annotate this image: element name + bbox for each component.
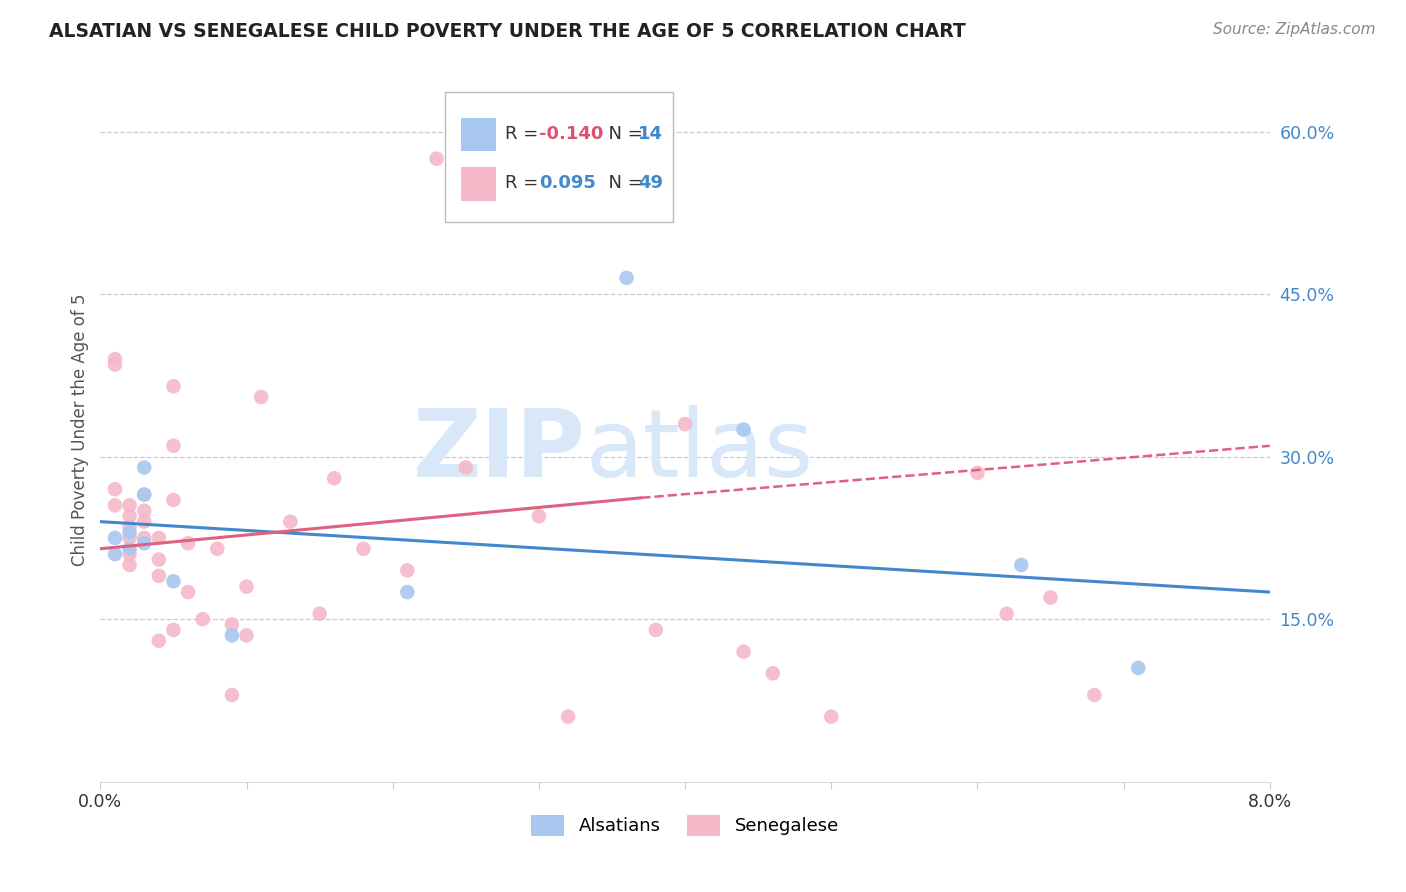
Point: [134, 487, 156, 501]
Legend: Alsatians, Senegalese: Alsatians, Senegalese: [524, 808, 846, 843]
Point: [426, 152, 449, 166]
Point: [104, 482, 127, 496]
Y-axis label: Child Poverty Under the Age of 5: Child Poverty Under the Age of 5: [72, 293, 89, 566]
Point: [134, 504, 156, 518]
Point: [733, 645, 755, 659]
Point: [820, 709, 842, 723]
Text: 14: 14: [638, 125, 664, 143]
Point: [235, 580, 257, 594]
Point: [134, 515, 156, 529]
Point: [1010, 558, 1032, 572]
FancyBboxPatch shape: [461, 118, 496, 152]
Text: atlas: atlas: [586, 405, 814, 497]
Point: [118, 499, 141, 513]
FancyBboxPatch shape: [446, 92, 673, 222]
Point: [733, 423, 755, 437]
Point: [134, 536, 156, 550]
Point: [118, 531, 141, 545]
Point: [104, 358, 127, 372]
Point: [616, 271, 638, 285]
Point: [557, 709, 579, 723]
Point: [118, 558, 141, 572]
Point: [308, 607, 330, 621]
Point: [118, 541, 141, 556]
Point: [148, 633, 170, 648]
Point: [118, 547, 141, 561]
Text: ALSATIAN VS SENEGALESE CHILD POVERTY UNDER THE AGE OF 5 CORRELATION CHART: ALSATIAN VS SENEGALESE CHILD POVERTY UND…: [49, 22, 966, 41]
Point: [527, 509, 550, 524]
Text: 0.095: 0.095: [538, 174, 596, 192]
Point: [148, 552, 170, 566]
Point: [162, 493, 184, 508]
Point: [966, 466, 988, 480]
Text: R =: R =: [505, 125, 544, 143]
Point: [134, 487, 156, 501]
Point: [104, 499, 127, 513]
Text: Source: ZipAtlas.com: Source: ZipAtlas.com: [1212, 22, 1375, 37]
Point: [673, 417, 696, 431]
Point: [762, 666, 785, 681]
Point: [162, 623, 184, 637]
Point: [118, 520, 141, 534]
Point: [396, 563, 419, 577]
Point: [235, 628, 257, 642]
Point: [191, 612, 214, 626]
Point: [177, 536, 200, 550]
Point: [134, 531, 156, 545]
Point: [644, 623, 666, 637]
Text: N =: N =: [598, 174, 648, 192]
Point: [1128, 661, 1150, 675]
Point: [118, 525, 141, 540]
Point: [396, 585, 419, 599]
Point: [995, 607, 1018, 621]
Point: [1083, 688, 1105, 702]
FancyBboxPatch shape: [461, 167, 496, 201]
Point: [104, 547, 127, 561]
Point: [162, 574, 184, 589]
Point: [280, 515, 302, 529]
Point: [221, 688, 243, 702]
Point: [148, 531, 170, 545]
Point: [323, 471, 346, 485]
Text: -0.140: -0.140: [538, 125, 603, 143]
Point: [207, 541, 229, 556]
Text: 49: 49: [638, 174, 664, 192]
Text: ZIP: ZIP: [413, 405, 586, 497]
Text: R =: R =: [505, 174, 544, 192]
Point: [1039, 591, 1062, 605]
Point: [454, 460, 477, 475]
Point: [250, 390, 273, 404]
Point: [118, 509, 141, 524]
Point: [104, 531, 127, 545]
Point: [177, 585, 200, 599]
Point: [104, 352, 127, 367]
Point: [353, 541, 375, 556]
Text: N =: N =: [598, 125, 648, 143]
Point: [134, 460, 156, 475]
Point: [148, 569, 170, 583]
Point: [162, 439, 184, 453]
Point: [221, 628, 243, 642]
Point: [162, 379, 184, 393]
Point: [221, 617, 243, 632]
